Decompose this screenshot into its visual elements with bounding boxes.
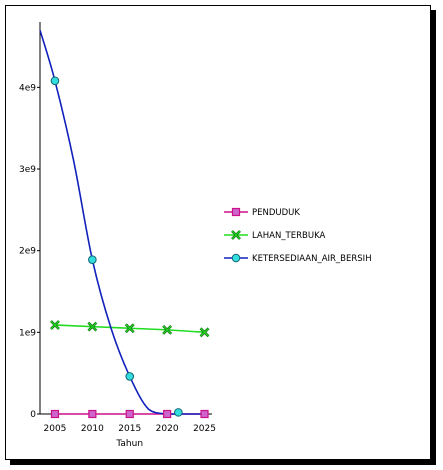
y-tick-label: 1e9 [19,328,36,338]
marker-lahan-terbuka [87,321,98,332]
marker-lahan-terbuka [124,323,135,334]
marker-ketersediaan-air-bersih [174,408,183,417]
marker-penduduk [163,409,172,419]
legend-label: LAHAN_TERBUKA [252,231,326,241]
marker-penduduk [50,409,60,419]
series-line-ketersediaan-air-bersih [39,29,205,415]
legend: PENDUDUK LAHAN_TERBUKA KETERSEDIAAN_AIR_BE… [224,207,372,264]
series-markers [50,76,210,419]
x-tick-label: 2020 [156,424,179,434]
marker-ketersediaan-air-bersih [50,76,60,86]
marker-ketersediaan-air-bersih [125,372,135,381]
x-tick-label: 2015 [118,424,141,434]
legend-label: PENDUDUK [252,208,300,218]
legend-label: KETERSEDIAAN_AIR_BERSIH [252,254,372,264]
legend-swatch-marker [231,207,241,217]
marker-lahan-terbuka [162,324,173,335]
axes: 0 1e9 2e9 3e9 4e9 2005 2010 2015 2020 2025 Tahun [19,22,216,449]
y-tick-label: 0 [30,410,36,420]
legend-item-penduduk: PENDUDUK [224,207,300,218]
series-lines [39,29,205,415]
y-tick-label: 4e9 [19,83,36,93]
legend-swatch-marker [231,230,241,240]
marker-lahan-terbuka [199,327,210,338]
marker-lahan-terbuka [50,320,60,330]
x-tick-label: 2005 [44,424,67,434]
x-axis-label: Tahun [115,439,143,449]
marker-ketersediaan-air-bersih [88,255,97,264]
marker-penduduk [125,409,134,419]
y-tick-label: 2e9 [19,247,36,257]
line-chart: 0 1e9 2e9 3e9 4e9 2005 2010 2015 2020 2025 Tahun P… [19,22,372,449]
legend-item-ketersediaan-air-bersih: KETERSEDIAAN_AIR_BERSIH [224,253,372,264]
x-tick-label: 2025 [193,424,216,434]
y-tick-label: 3e9 [19,165,36,175]
legend-swatch-marker [231,253,241,263]
x-tick-label: 2010 [81,424,104,434]
chart-frame: 0 1e9 2e9 3e9 4e9 2005 2010 2015 2020 2025 Tahun P… [5,5,431,460]
marker-penduduk [88,409,97,419]
marker-penduduk [200,409,209,419]
legend-item-lahan-terbuka: LAHAN_TERBUKA [224,230,326,241]
